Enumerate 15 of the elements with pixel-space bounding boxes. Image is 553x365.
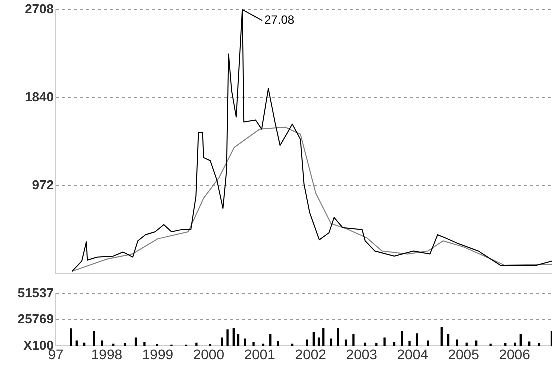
x-tick-label: 2005 [448, 346, 480, 362]
x-tick-label: 2004 [397, 346, 429, 362]
annotation: 27.08 [264, 13, 295, 28]
x-tick-label: 2006 [499, 346, 531, 362]
x-tick-label: 2000 [193, 346, 225, 362]
x-tick-label: 1999 [142, 346, 174, 362]
x-tick-label: 1998 [91, 346, 123, 362]
x-tick-label: 2003 [346, 346, 378, 362]
y-tick-label: 51537 [18, 285, 54, 300]
y-tick-label: 25769 [18, 312, 54, 327]
x-tick-label: 2002 [295, 346, 327, 362]
x-tick-label: 2001 [244, 346, 276, 362]
y-tick-label: 2708 [25, 1, 54, 16]
y-tick-label: 1840 [25, 90, 54, 105]
y-tick-label: 972 [32, 178, 54, 193]
